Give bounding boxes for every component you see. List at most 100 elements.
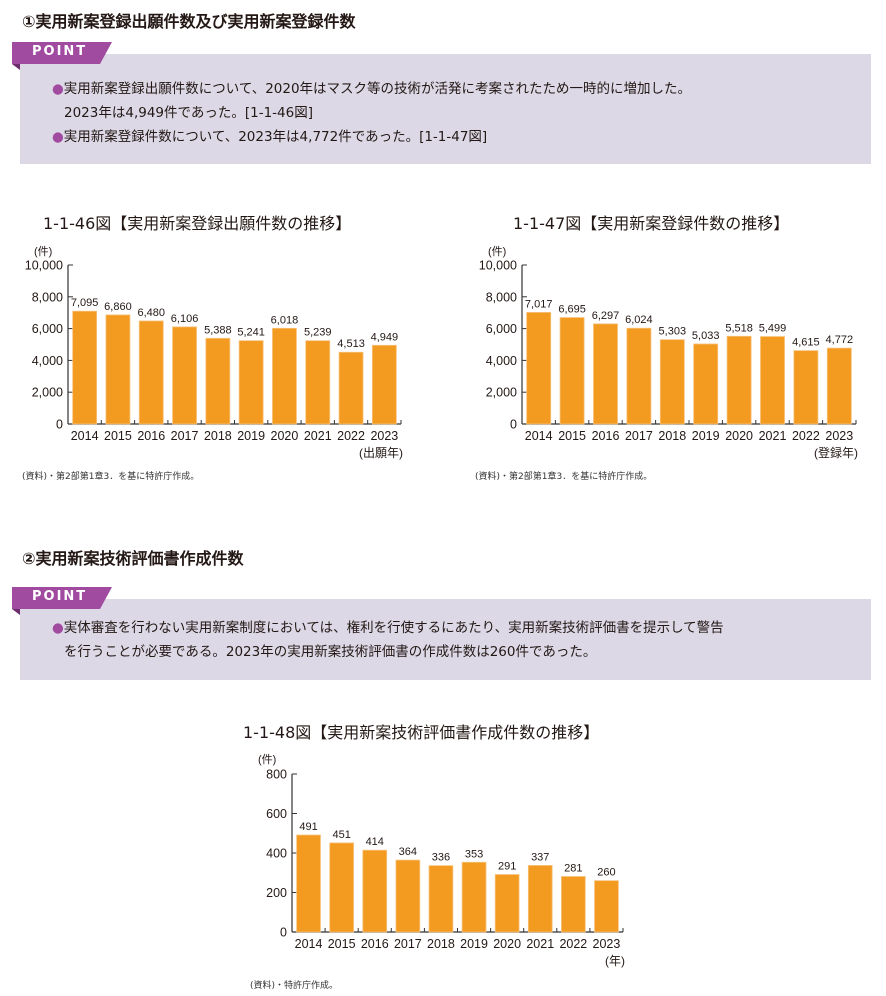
bar-2022 — [793, 350, 819, 425]
point-text: 実体審査を行わない実用新案制度においては、権利を行使するにあたり、実用新案技術評… — [63, 620, 724, 636]
data-label: 364 — [399, 846, 417, 858]
data-label: 5,388 — [204, 324, 232, 336]
data-label: 5,499 — [759, 323, 787, 335]
y-tick-label: 8,000 — [486, 290, 517, 304]
bar-2022 — [561, 876, 586, 933]
bar-2018 — [428, 865, 454, 933]
point-label: POINT — [32, 589, 88, 604]
x-tick-label: 2021 — [759, 429, 787, 443]
x-tick-label: 2017 — [394, 937, 422, 951]
chart1-source: (資料)・第2部第1章3．を基に特許庁作成。 — [22, 472, 200, 482]
bar-2019 — [238, 340, 264, 425]
point-line-2: 2023年は4,949件であった。[1-1-46図] — [64, 105, 314, 121]
chart3-source: (資料)・特許庁作成。 — [250, 981, 339, 991]
point-tag — [12, 42, 112, 64]
bar-2019 — [693, 343, 719, 425]
point-line-1: ●実用新案登録出願件数について、2020年はマスク等の技術が活発に考案されたため… — [52, 77, 691, 97]
y-tick-label: 8,000 — [32, 290, 63, 304]
x-tick-label: 2022 — [792, 429, 820, 443]
data-label: 281 — [564, 863, 582, 875]
bar-2018 — [659, 339, 685, 425]
y-tick-label: 2,000 — [486, 386, 517, 400]
data-label: 4,615 — [792, 337, 820, 349]
bar-2023 — [826, 347, 852, 425]
x-tick-label: 2020 — [725, 429, 753, 443]
data-label: 291 — [498, 861, 516, 873]
x-tick-label: 2016 — [137, 429, 165, 443]
bar-2023 — [594, 880, 619, 933]
bar-2014 — [72, 310, 98, 425]
data-label: 7,095 — [71, 297, 99, 309]
bar-2017 — [626, 327, 652, 425]
x-tick-label: 2019 — [692, 429, 720, 443]
bar-2021 — [305, 340, 331, 425]
bar-2020 — [494, 874, 520, 933]
data-label: 6,024 — [625, 314, 653, 326]
data-label: 451 — [332, 829, 350, 841]
chart3-title: 1-1-48図【実用新案技術評価書作成件数の推移】 — [243, 723, 600, 742]
point-text: 実用新案登録出願件数について、2020年はマスク等の技術が活発に考案されたため一… — [63, 81, 692, 97]
x-tick-label: 2022 — [559, 937, 587, 951]
section1-point-box: POINT ●実用新案登録出願件数について、2020年はマスク等の技術が活発に考… — [12, 42, 871, 164]
y-tick-label: 10,000 — [25, 259, 63, 273]
data-label: 5,303 — [659, 326, 687, 338]
bar-2018 — [205, 337, 231, 425]
data-label: 4,949 — [371, 331, 399, 343]
x-tick-label: 2020 — [493, 937, 521, 951]
y-axis-unit-label: (件) — [488, 245, 506, 258]
x-tick-label: 2016 — [592, 429, 620, 443]
x-tick-label: 2014 — [71, 429, 99, 443]
x-tick-label: 2014 — [295, 937, 323, 951]
data-label: 6,695 — [558, 304, 586, 316]
x-tick-label: 2020 — [271, 429, 299, 443]
x-tick-label: 2016 — [361, 937, 389, 951]
point-text: 実用新案登録件数について、2023年は4,772件であった。[1-1-47図] — [63, 129, 488, 145]
bar-2020 — [726, 335, 752, 425]
section2-point-box: POINT ●実体審査を行わない実用新案制度においては、権利を行使するにあたり、… — [12, 587, 871, 680]
bullet-icon: ● — [52, 129, 64, 145]
chart2-title: 1-1-47図【実用新案登録件数の推移】 — [513, 214, 790, 233]
x-tick-label: 2023 — [593, 937, 621, 951]
bar-2022 — [338, 351, 364, 425]
data-label: 337 — [531, 851, 549, 863]
bar-2016 — [362, 849, 388, 933]
x-tick-label: 2018 — [427, 937, 455, 951]
x-tick-label: 2015 — [104, 429, 132, 443]
data-label: 5,241 — [237, 327, 265, 339]
chart2-source: (資料)・第2部第1章3．を基に特許庁作成。 — [475, 472, 653, 482]
y-tick-label: 200 — [266, 886, 287, 900]
bar-2015 — [559, 317, 585, 425]
x-tick-label: 2021 — [526, 937, 554, 951]
y-tick-label: 400 — [266, 847, 287, 861]
chart3-svg: (件) 0 200 400 600 800 491 2014 451 2015 414 2016 364… — [258, 753, 625, 968]
y-tick-label: 4,000 — [32, 354, 63, 368]
chart1-svg: (件) 0 2,000 4,000 6,000 8,000 10,000 7,095 2014 6… — [25, 245, 403, 460]
point-tag-fold — [12, 64, 20, 70]
bar-2014 — [526, 312, 552, 425]
y-tick-label: 0 — [280, 926, 287, 940]
y-tick-label: 0 — [510, 418, 517, 432]
x-tick-label: 2019 — [460, 937, 488, 951]
data-label: 6,860 — [104, 301, 132, 313]
bar-2014 — [296, 834, 321, 933]
x-tick-label: 2018 — [204, 429, 232, 443]
data-label: 6,480 — [137, 307, 165, 319]
data-label: 4,513 — [337, 338, 365, 350]
y-tick-label: 6,000 — [486, 322, 517, 336]
bar-2020 — [272, 327, 297, 425]
y-axis-unit-label: (件) — [34, 245, 52, 258]
bar-2016 — [593, 323, 618, 425]
data-label: 6,297 — [592, 310, 620, 322]
bar-2015 — [105, 314, 131, 425]
y-axis-unit-label: (件) — [258, 753, 276, 766]
data-label: 6,018 — [271, 314, 299, 326]
bar-2021 — [760, 336, 785, 425]
y-tick-label: 6,000 — [32, 322, 63, 336]
y-tick-label: 4,000 — [486, 354, 517, 368]
data-label: 7,017 — [525, 298, 553, 310]
point-label: POINT — [32, 44, 88, 59]
x-tick-label: 2015 — [328, 937, 356, 951]
bullet-icon: ● — [52, 81, 64, 97]
x-tick-label: 2017 — [171, 429, 199, 443]
y-tick-label: 600 — [266, 807, 287, 821]
